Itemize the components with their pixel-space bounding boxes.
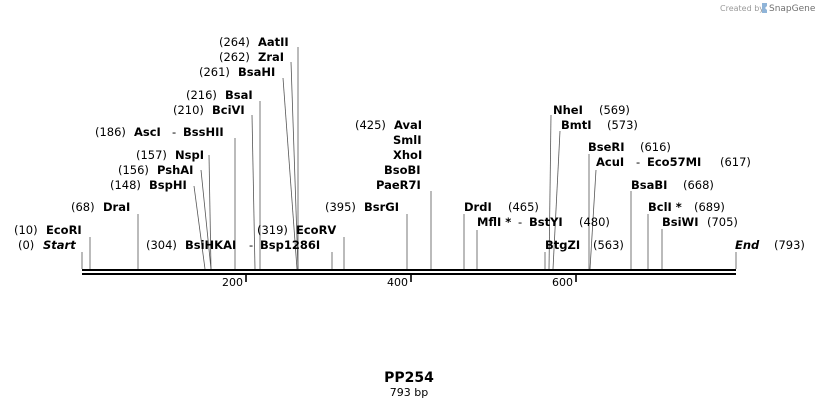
enzyme-label-bseri[interactable]: BseRI bbox=[588, 140, 625, 154]
map-title: PP254 bbox=[384, 370, 434, 386]
enzyme-label-pshai[interactable]: PshAI bbox=[157, 163, 193, 177]
enzyme-label-ecori[interactable]: EcoRI bbox=[46, 223, 82, 237]
site-position: (0) bbox=[18, 238, 34, 252]
site-position: (68) bbox=[71, 200, 95, 214]
enzyme-label-bsshii[interactable]: BssHII bbox=[183, 125, 224, 139]
enzyme-label-bcli[interactable]: BclI * bbox=[648, 200, 682, 214]
connector-zrai bbox=[290, 61, 299, 270]
enzyme-label-zrai[interactable]: ZraI bbox=[258, 50, 284, 64]
site-position: (157) bbox=[136, 148, 167, 162]
snapgene-logo-icon bbox=[762, 3, 767, 13]
site-position: (617) bbox=[720, 155, 751, 169]
enzyme-label-bsihkai[interactable]: BsiHKAI bbox=[185, 238, 236, 252]
enzyme-separator: - bbox=[172, 125, 176, 139]
site-position: (465) bbox=[508, 200, 539, 214]
enzyme-label-nhei[interactable]: NheI bbox=[553, 103, 583, 117]
site-position: (395) bbox=[325, 200, 356, 214]
site-position: (186) bbox=[95, 125, 126, 139]
enzyme-label-bsabi[interactable]: BsaBI bbox=[631, 178, 667, 192]
connector-bsphi bbox=[193, 185, 206, 270]
enzyme-label-eco57mi[interactable]: Eco57MI bbox=[647, 155, 701, 169]
enzyme-label-drai[interactable]: DraI bbox=[103, 200, 130, 214]
enzyme-label-nspi[interactable]: NspI bbox=[175, 148, 204, 162]
connector-bcivi bbox=[251, 114, 256, 270]
enzyme-label-bmti[interactable]: BmtI bbox=[561, 118, 592, 132]
enzyme-label-aatii[interactable]: AatII bbox=[258, 35, 289, 49]
backbone: 200 400 600 bbox=[82, 269, 736, 289]
credit-created-by: Created by bbox=[720, 4, 764, 13]
site-position: (148) bbox=[110, 178, 141, 192]
enzyme-label-bsphi[interactable]: BspHI bbox=[149, 178, 187, 192]
connector-pshai bbox=[200, 169, 212, 270]
site-position: (261) bbox=[199, 65, 230, 79]
credit-brand: SnapGene bbox=[769, 4, 816, 14]
enzyme-label-ecorv[interactable]: EcoRV bbox=[296, 223, 336, 237]
site-position: (668) bbox=[683, 178, 714, 192]
tick-label: 200 bbox=[222, 276, 243, 289]
site-position: (480) bbox=[579, 215, 610, 229]
enzyme-label-bsrgi[interactable]: BsrGI bbox=[364, 200, 399, 214]
site-position: (569) bbox=[599, 103, 630, 117]
enzyme-label-bcivi[interactable]: BciVI bbox=[212, 103, 245, 117]
enzyme-label-bsahi[interactable]: BsaHI bbox=[238, 65, 275, 79]
connector-acui bbox=[589, 169, 597, 270]
site-position: (216) bbox=[186, 88, 217, 102]
enzyme-separator: - bbox=[636, 155, 640, 169]
connector-bsahi bbox=[282, 77, 298, 270]
site-position: (689) bbox=[694, 200, 725, 214]
site-position: (425) bbox=[355, 118, 386, 132]
site-position: (563) bbox=[593, 238, 624, 252]
enzyme-label-bsiwi[interactable]: BsiWI bbox=[662, 215, 699, 229]
enzyme-label-smli[interactable]: SmlI bbox=[393, 133, 422, 147]
enzyme-label-bsobi[interactable]: BsoBI bbox=[384, 163, 421, 177]
enzyme-separator: - bbox=[249, 238, 253, 252]
site-label-start[interactable]: Start bbox=[43, 238, 76, 252]
enzyme-label-bsai[interactable]: BsaI bbox=[225, 88, 253, 102]
site-connectors bbox=[81, 47, 737, 270]
enzyme-label-mfli[interactable]: MflI * bbox=[477, 215, 511, 229]
site-position: (10) bbox=[14, 223, 38, 237]
enzyme-label-acui[interactable]: AcuI bbox=[596, 155, 624, 169]
enzyme-label-xhoi[interactable]: XhoI bbox=[393, 148, 422, 162]
map-length: 793 bp bbox=[390, 386, 428, 399]
enzyme-label-asci[interactable]: AscI bbox=[134, 125, 161, 139]
enzyme-label-drdi[interactable]: DrdI bbox=[464, 200, 492, 214]
site-position: (264) bbox=[219, 35, 250, 49]
site-position: (793) bbox=[774, 238, 805, 252]
site-position: (616) bbox=[640, 140, 671, 154]
enzyme-label-bstyi[interactable]: BstYI bbox=[529, 215, 563, 229]
site-position: (262) bbox=[219, 50, 250, 64]
site-position: (573) bbox=[607, 118, 638, 132]
enzyme-label-bsp1286i[interactable]: Bsp1286I bbox=[260, 238, 320, 252]
connector-nspi bbox=[208, 154, 212, 270]
snapgene-credit: Created by SnapGene bbox=[720, 3, 816, 14]
site-labels: (0) Start (10) EcoRI (68) DraI (148) Bsp… bbox=[14, 35, 805, 252]
site-position: (319) bbox=[257, 223, 288, 237]
enzyme-label-paer7i[interactable]: PaeR7I bbox=[376, 178, 421, 192]
connector-nhei bbox=[548, 114, 552, 270]
enzyme-label-btgzi[interactable]: BtgZI bbox=[545, 238, 580, 252]
site-label-end[interactable]: End bbox=[735, 238, 760, 252]
tick-label: 400 bbox=[387, 276, 408, 289]
site-position: (705) bbox=[707, 215, 738, 229]
site-position: (304) bbox=[146, 238, 177, 252]
site-position: (156) bbox=[118, 163, 149, 177]
connector-bmti bbox=[552, 130, 561, 270]
enzyme-separator: - bbox=[518, 215, 522, 229]
tick-label: 600 bbox=[552, 276, 573, 289]
enzyme-label-avai[interactable]: AvaI bbox=[394, 118, 422, 132]
site-position: (210) bbox=[173, 103, 204, 117]
